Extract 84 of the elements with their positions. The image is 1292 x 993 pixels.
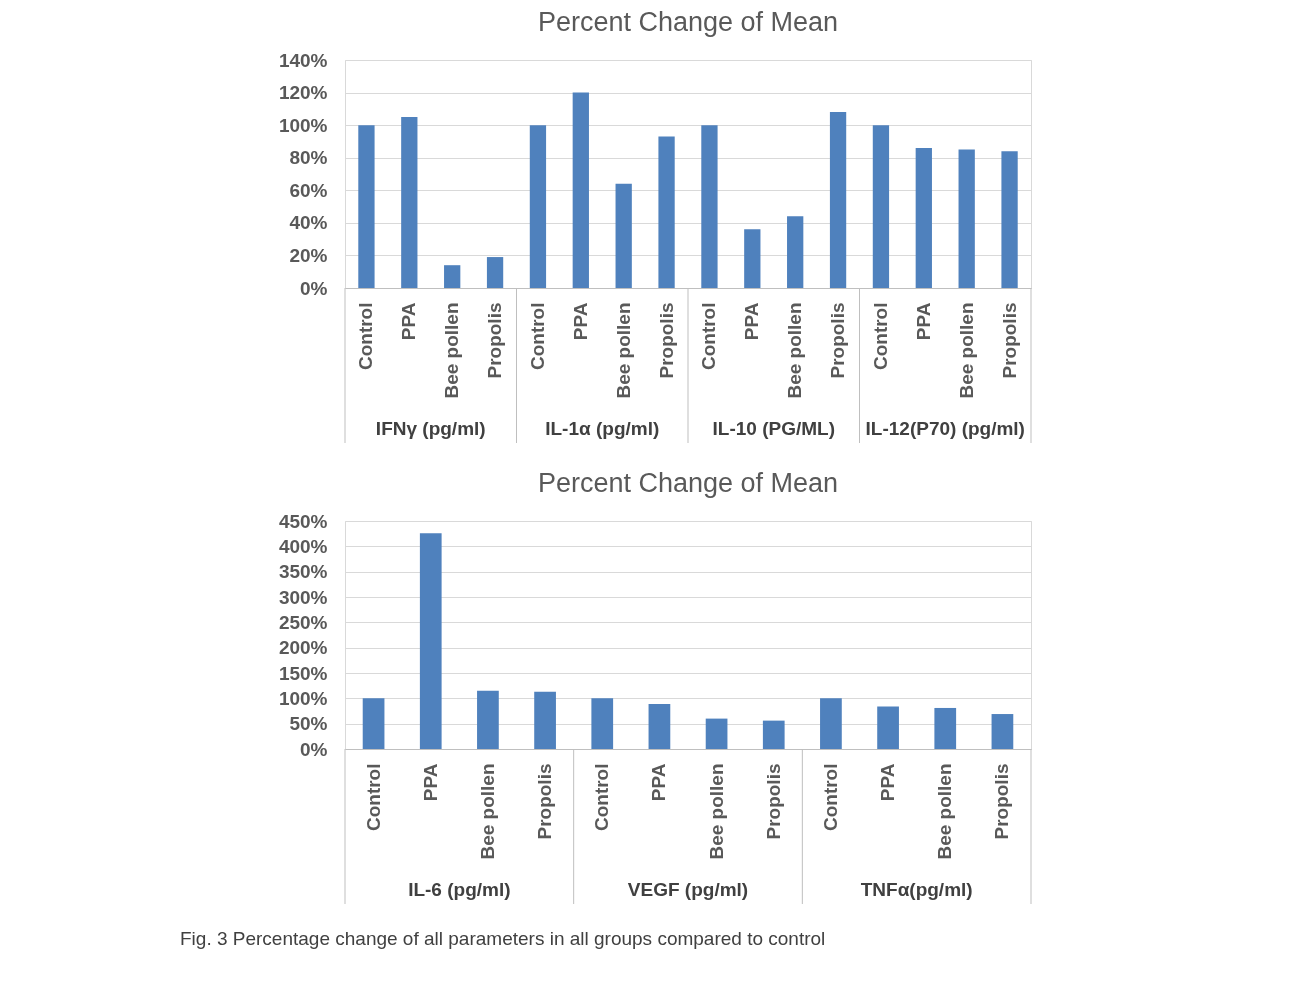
bar xyxy=(701,125,718,288)
bar xyxy=(820,698,842,749)
x-tick-label: Bee pollen xyxy=(441,302,463,399)
x-tick-label: Bee pollen xyxy=(955,302,977,399)
x-tick-label: Control xyxy=(819,763,841,832)
x-tick-label: Control xyxy=(526,302,548,371)
bar xyxy=(658,136,675,288)
bar xyxy=(362,698,385,749)
x-tick-label: Propolis xyxy=(827,302,849,379)
bar xyxy=(534,691,556,749)
y-tick-label: 40% xyxy=(289,212,328,234)
text: VEGF (pg/ml) xyxy=(627,879,749,900)
bar xyxy=(991,714,1014,749)
chart-title: Percent Change of Mean xyxy=(537,468,839,498)
x-tick-label: Propolis xyxy=(655,302,677,379)
bar xyxy=(877,706,899,749)
x-tick-label: Bee pollen xyxy=(934,763,956,860)
bar xyxy=(872,125,890,288)
x-tick-label: Control xyxy=(362,763,384,832)
y-tick-label: 400% xyxy=(278,535,328,557)
bar xyxy=(486,257,504,288)
x-tick-label: Control xyxy=(698,302,720,371)
x-tick-label: PPA xyxy=(741,302,763,341)
x-tick-label: Propolis xyxy=(991,763,1013,840)
y-tick-label: 100% xyxy=(278,114,328,136)
bar xyxy=(529,125,547,288)
y-tick-label: 350% xyxy=(278,561,328,583)
bar xyxy=(958,149,975,288)
bar xyxy=(762,720,785,749)
bar xyxy=(648,703,671,749)
text: IL-1α (pg/ml) xyxy=(545,418,660,439)
x-tick-label: PPA xyxy=(648,763,670,802)
text: IL-10 (PG/ML) xyxy=(712,418,835,439)
x-tick-label: Propolis xyxy=(534,763,556,840)
y-tick-label: 80% xyxy=(289,147,328,169)
bar xyxy=(591,698,614,749)
x-tick-label: Bee pollen xyxy=(612,302,634,399)
bar xyxy=(934,707,957,749)
bar xyxy=(915,147,932,288)
y-tick-label: 60% xyxy=(289,179,328,201)
text: IL-12(P70) (pg/ml) xyxy=(865,418,1025,439)
x-tick-label: Control xyxy=(591,763,613,832)
bar xyxy=(705,718,728,749)
x-tick-label: Control xyxy=(869,302,891,371)
bar xyxy=(787,216,804,288)
x-tick-label: Bee pollen xyxy=(784,302,806,399)
y-tick-label: 450% xyxy=(278,510,328,532)
x-tick-label: Control xyxy=(355,302,377,371)
y-tick-label: 200% xyxy=(278,637,328,659)
y-tick-label: 150% xyxy=(278,662,328,684)
text: TNFα(pg/ml) xyxy=(860,879,973,900)
bar xyxy=(1001,151,1018,288)
x-tick-label: PPA xyxy=(419,763,441,802)
x-tick-label: PPA xyxy=(877,763,899,802)
y-tick-label: 0% xyxy=(300,738,328,760)
y-tick-label: 300% xyxy=(278,586,328,608)
caption: Fig. 3 Percentage change of all parameters in all groups compared to control xyxy=(180,928,826,949)
y-tick-label: 100% xyxy=(278,687,328,709)
x-tick-label: Propolis xyxy=(762,763,784,840)
bar xyxy=(572,92,589,288)
text: IFNγ (pg/ml) xyxy=(375,418,486,439)
bar xyxy=(444,265,461,288)
bar xyxy=(744,229,761,288)
bar xyxy=(401,117,418,288)
y-tick-label: 140% xyxy=(278,49,328,71)
bar xyxy=(358,125,375,288)
bar xyxy=(477,690,499,749)
x-tick-label: Propolis xyxy=(484,302,506,379)
bar xyxy=(615,183,632,288)
y-tick-label: 0% xyxy=(300,277,328,299)
x-tick-label: Bee pollen xyxy=(476,763,498,860)
x-tick-label: PPA xyxy=(912,302,934,341)
bar xyxy=(419,533,442,749)
y-tick-label: 50% xyxy=(289,713,328,735)
x-tick-label: Propolis xyxy=(998,302,1020,379)
y-tick-label: 20% xyxy=(289,244,328,266)
y-tick-label: 120% xyxy=(278,82,328,104)
y-tick-label: 250% xyxy=(278,611,328,633)
bar xyxy=(829,112,847,288)
x-tick-label: PPA xyxy=(398,302,420,341)
x-tick-label: PPA xyxy=(569,302,591,341)
text: IL-6 (pg/ml) xyxy=(408,879,511,900)
x-tick-label: Bee pollen xyxy=(705,763,727,860)
chart-title: Percent Change of Mean xyxy=(537,7,839,37)
